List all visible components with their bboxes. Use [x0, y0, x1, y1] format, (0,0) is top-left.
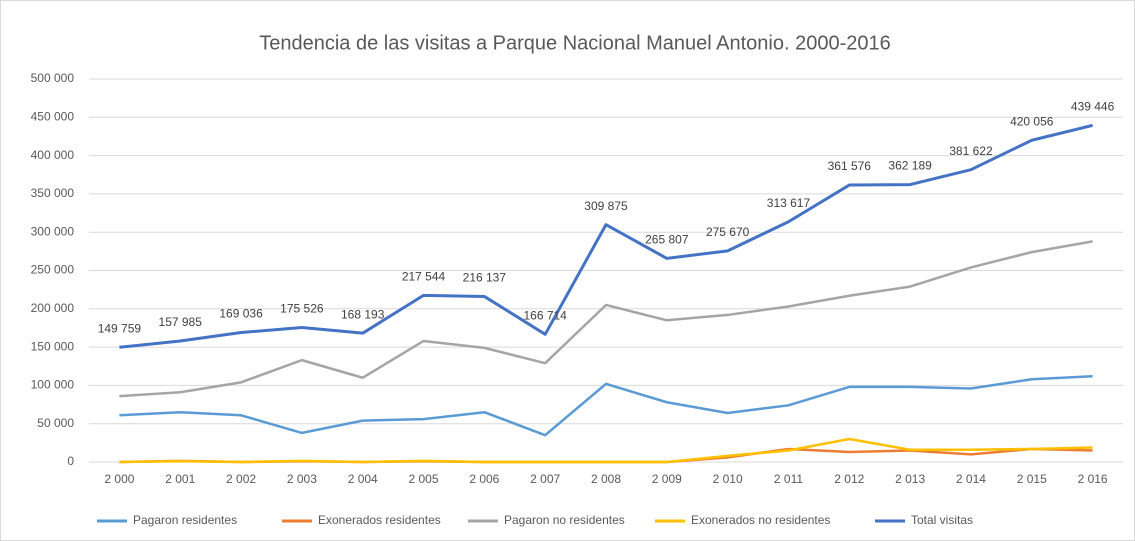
x-tick-label: 2 010 [713, 472, 743, 486]
x-tick-label: 2 008 [591, 472, 621, 486]
legend-label: Exonerados no residentes [691, 513, 830, 527]
x-tick-label: 2 002 [226, 472, 256, 486]
data-label: 439 446 [1071, 100, 1115, 114]
y-tick-label: 300 000 [31, 224, 75, 238]
y-tick-label: 200 000 [31, 301, 75, 315]
x-tick-label: 2 005 [409, 472, 439, 486]
x-tick-label: 2 001 [165, 472, 195, 486]
series-line [119, 374, 1093, 437]
legend-label: Pagaron no residentes [504, 513, 625, 527]
data-label: 169 036 [219, 307, 263, 321]
legend-label: Pagaron residentes [133, 513, 237, 527]
x-tick-label: 2 014 [956, 472, 986, 486]
y-tick-label: 400 000 [31, 148, 75, 162]
data-label: 362 189 [888, 159, 932, 173]
x-tick-label: 2 004 [348, 472, 378, 486]
x-tick-label: 2 009 [652, 472, 682, 486]
y-tick-label: 450 000 [31, 109, 75, 123]
y-tick-label: 150 000 [31, 339, 75, 353]
data-label: 361 576 [828, 159, 872, 173]
y-tick-label: 0 [67, 454, 74, 468]
data-label: 381 622 [949, 144, 993, 158]
x-tick-label: 2 015 [1017, 472, 1047, 486]
data-label: 157 985 [159, 315, 203, 329]
data-label: 265 807 [645, 233, 689, 247]
x-tick-label: 2 003 [287, 472, 317, 486]
data-label: 217 544 [402, 270, 446, 284]
y-tick-label: 50 000 [37, 416, 74, 430]
x-tick-label: 2 006 [469, 472, 499, 486]
data-label: 420 056 [1010, 114, 1054, 128]
y-tick-label: 250 000 [31, 263, 75, 277]
data-label: 175 526 [280, 302, 324, 316]
y-tick-label: 100 000 [31, 378, 75, 392]
data-label: 168 193 [341, 307, 385, 321]
series-line [119, 240, 1093, 398]
y-tick-label: 350 000 [31, 186, 75, 200]
data-label: 149 759 [98, 321, 142, 335]
x-tick-label: 2 016 [1078, 472, 1108, 486]
data-label: 309 875 [584, 199, 628, 213]
chart-title: Tendencia de las visitas a Parque Nacion… [259, 32, 891, 54]
x-tick-label: 2 013 [895, 472, 925, 486]
legend-label: Exonerados residentes [318, 513, 441, 527]
y-tick-label: 500 000 [31, 71, 75, 85]
data-label: 275 670 [706, 225, 750, 239]
x-tick-label: 2 012 [834, 472, 864, 486]
legend-label: Total visitas [911, 513, 973, 527]
data-label: 166 714 [523, 308, 567, 322]
series-line [119, 437, 1093, 464]
x-tick-label: 2 007 [530, 472, 560, 486]
x-tick-label: 2 000 [104, 472, 134, 486]
data-label: 313 617 [767, 196, 811, 210]
x-tick-label: 2 011 [774, 472, 803, 486]
data-label: 216 137 [463, 271, 507, 285]
series-line [119, 123, 1093, 349]
